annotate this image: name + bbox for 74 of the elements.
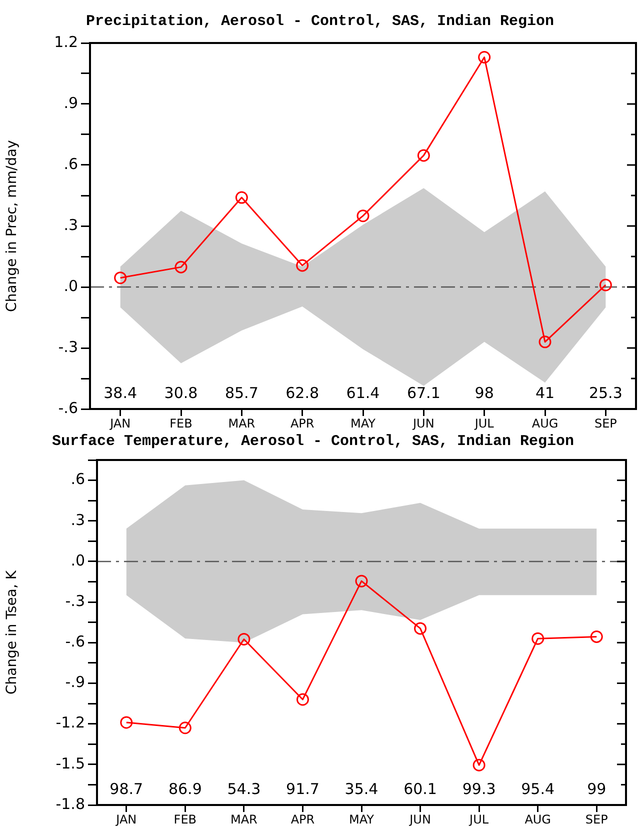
chart-title: Surface Temperature, Aerosol - Control, SAS, Indian Region xyxy=(52,432,574,450)
x-tick-label: SEP xyxy=(585,812,608,826)
x-tick-label: AUG xyxy=(532,416,558,430)
y-tick-label: .3 xyxy=(70,510,85,529)
x-tick-label: MAR xyxy=(228,416,256,430)
point xyxy=(417,149,430,162)
annotation: 25.3 xyxy=(588,384,622,402)
x-tick-label: MAR xyxy=(230,812,258,826)
point xyxy=(235,191,248,204)
x-tick-label: JAN xyxy=(109,416,131,430)
annotation: 38.4 xyxy=(104,384,138,402)
annotation: 85.7 xyxy=(224,384,258,402)
annotation: 62.8 xyxy=(286,384,320,402)
annotation: 98 xyxy=(474,384,494,402)
annotation: 35.4 xyxy=(344,780,378,798)
x-tick-label: JAN xyxy=(115,812,137,826)
point xyxy=(532,632,544,645)
chart-title: Precipitation, Aerosol - Control, SAS, Indian Region xyxy=(86,12,554,30)
annotation: 41 xyxy=(535,384,555,402)
point xyxy=(538,336,552,348)
annotation: 54.3 xyxy=(227,780,261,798)
x-tick-label: SEP xyxy=(594,416,617,430)
point xyxy=(120,716,133,729)
y-tick-label: -.3 xyxy=(58,338,78,356)
point xyxy=(472,758,486,772)
y-tick-label: -.6 xyxy=(65,632,85,651)
annotation: 60.1 xyxy=(404,780,437,798)
point xyxy=(296,693,309,706)
x-tick-label: JUN xyxy=(408,812,431,826)
y-tick-label: .9 xyxy=(64,94,78,112)
y-tick-label: .6 xyxy=(70,470,85,488)
point xyxy=(355,574,368,588)
x-tick-label: JUL xyxy=(468,812,489,826)
point xyxy=(478,50,491,64)
annotation: 30.8 xyxy=(164,384,198,402)
y-tick-label: -1.2 xyxy=(56,714,85,732)
annotation: 99 xyxy=(587,780,606,798)
y-tick-label: .0 xyxy=(70,551,85,570)
point xyxy=(599,278,612,292)
annotation: 99.3 xyxy=(462,780,496,798)
point xyxy=(114,272,127,284)
x-tick-label: FEB xyxy=(170,416,192,430)
y-tick-label: -.9 xyxy=(65,673,85,692)
annotation: 67.1 xyxy=(406,384,440,402)
y-tick-label: .0 xyxy=(64,276,78,295)
x-tick-label: APR xyxy=(290,812,315,826)
point xyxy=(174,260,188,274)
point xyxy=(178,722,192,734)
y-tick-label: -1.5 xyxy=(56,754,85,772)
y-axis-title: Change in Prec, mm/day xyxy=(4,140,20,312)
annotation: 91.7 xyxy=(286,780,320,798)
point xyxy=(238,633,250,646)
point xyxy=(296,259,309,272)
x-tick-label: JUN xyxy=(412,416,434,430)
y-tick-label: .6 xyxy=(64,154,78,173)
annotation: 98.7 xyxy=(110,780,144,798)
y-tick-label: -.6 xyxy=(58,398,78,417)
x-tick-label: MAY xyxy=(349,812,375,826)
annotation: 86.9 xyxy=(168,780,202,798)
annotation: 95.4 xyxy=(521,780,555,798)
point xyxy=(590,630,603,643)
x-tick-label: JUL xyxy=(474,416,494,430)
point xyxy=(414,622,427,635)
annotation: 61.4 xyxy=(346,384,380,402)
x-tick-label: AUG xyxy=(524,812,551,826)
x-tick-label: MAY xyxy=(350,416,376,430)
y-axis-title: Change in Tsea, K xyxy=(4,570,20,695)
y-tick-label: 1.2 xyxy=(54,32,78,51)
x-tick-label: APR xyxy=(290,416,314,430)
x-tick-label: FEB xyxy=(174,812,197,826)
y-tick-label: -1.8 xyxy=(56,794,85,813)
point xyxy=(356,210,370,222)
y-tick-label: .3 xyxy=(64,216,78,234)
y-tick-label: -.3 xyxy=(65,592,85,610)
